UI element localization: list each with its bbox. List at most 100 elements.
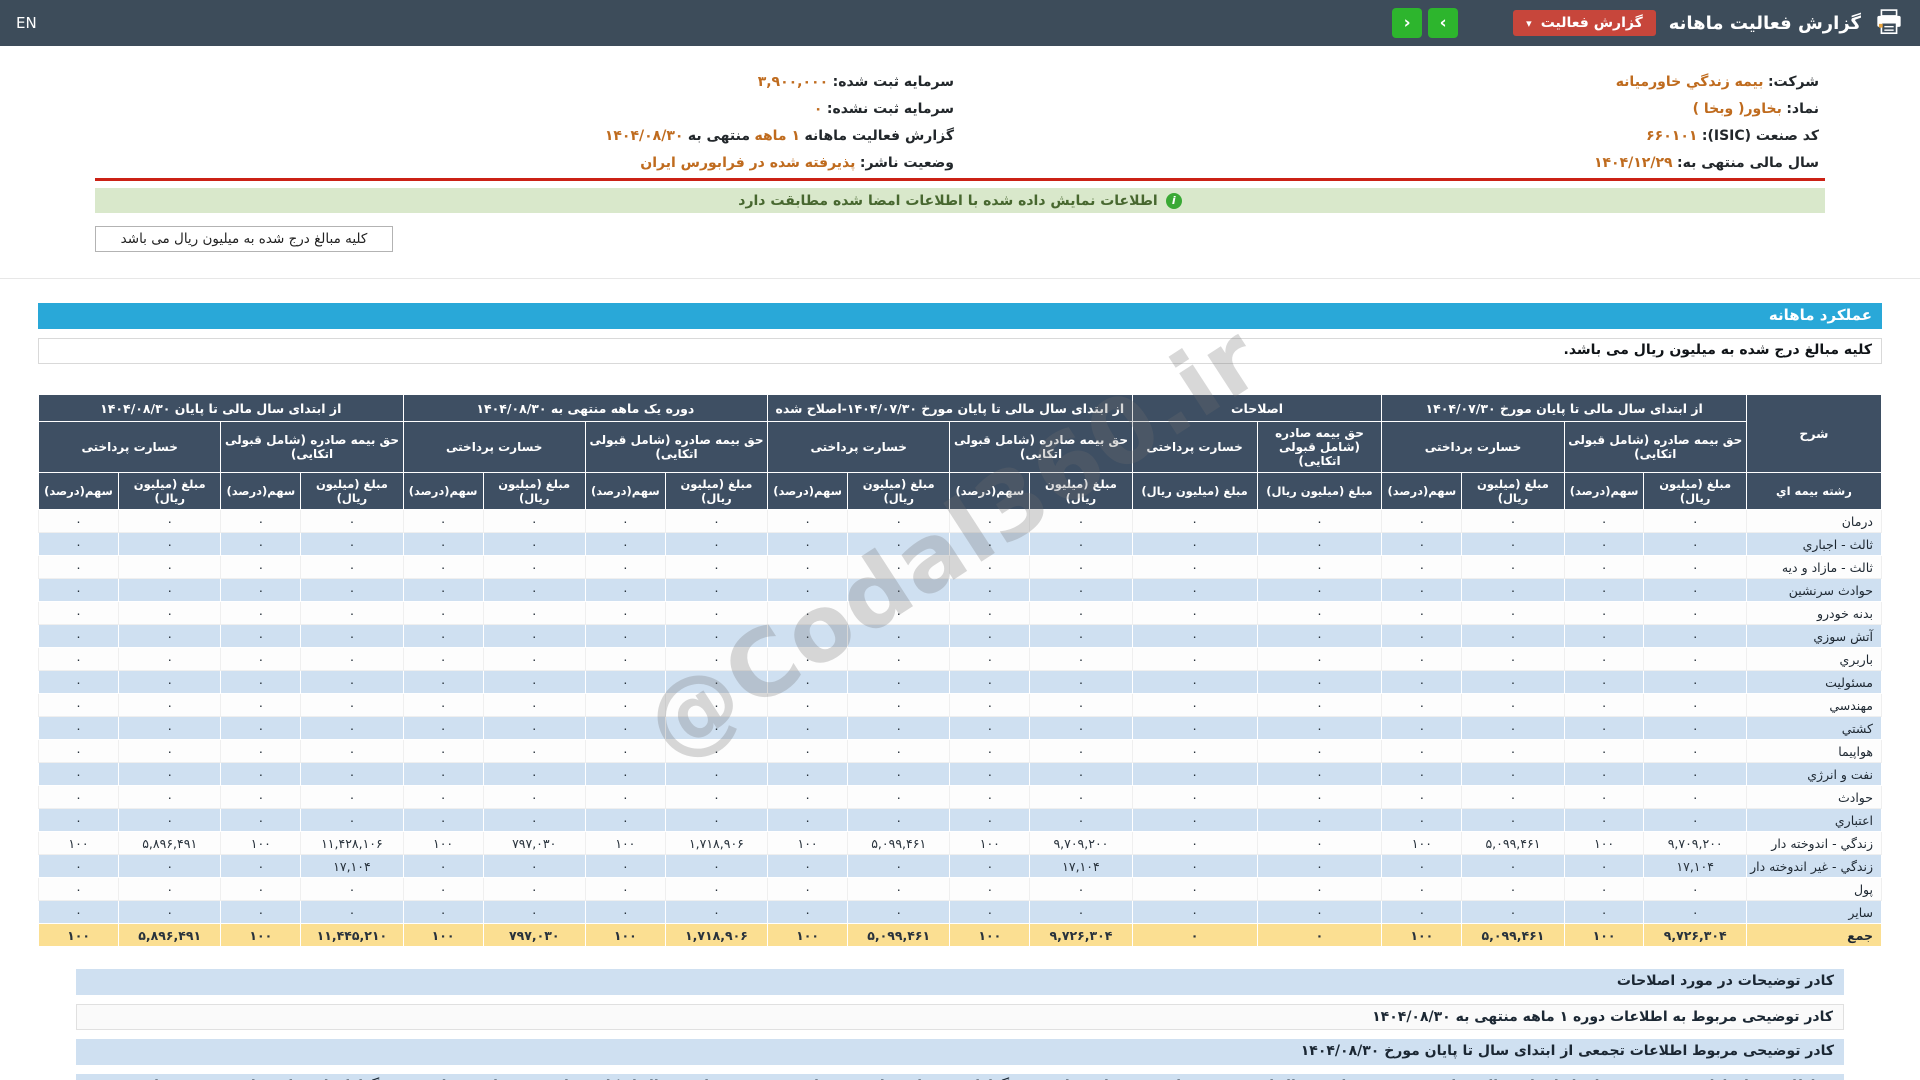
column-group-ytd-0730: از ابتدای سال مالی تا پایان مورخ ۱۴۰۴/۰۷… xyxy=(1381,394,1747,422)
field-value: ۶۶۰۱۰۱ xyxy=(1646,127,1698,144)
cell-value: ۰ xyxy=(1256,785,1383,809)
cell-value: ۰ xyxy=(118,762,222,786)
cell-value: ۰ xyxy=(1256,532,1383,556)
cell-value: ۰ xyxy=(847,624,951,648)
cell-value: ۰ xyxy=(220,670,302,694)
cell-value: ۰ xyxy=(118,578,222,602)
cell-value: ۰ xyxy=(584,647,666,671)
cell-value: ۰ xyxy=(37,785,120,809)
cell-value: ۱۰۰ xyxy=(220,923,302,947)
table-row: زندگي - اندوخته دار ۹,۷۰۹,۲۰۰ ۱۰۰ ۵,۰۹۹,۴۶۱… xyxy=(37,831,1883,855)
cell-value: ۰ xyxy=(949,762,1031,786)
column-subheader-claims: خسارت پرداختی xyxy=(1381,421,1565,473)
field-value: بخاور( وبخا ) xyxy=(1692,100,1782,117)
company-field: گزارش فعالیت ماهانه ۱ ماهه منتهی به ۱۴۰۴… xyxy=(95,122,960,149)
cell-value: ۰ xyxy=(37,739,120,763)
cell-value: ۰ xyxy=(220,854,302,878)
cell-value: ۰ xyxy=(847,555,951,579)
cell-value: ۰ xyxy=(664,601,769,625)
cell-value: ۰ xyxy=(847,900,951,924)
column-subheader-claims: خسارت پرداختی xyxy=(1131,421,1258,473)
cell-value: ۰ xyxy=(220,624,302,648)
cell-value: ۰ xyxy=(1643,624,1747,648)
cell-value: ۰ xyxy=(664,647,769,671)
amounts-unit-note-box: کلیه مبالغ درج شده به میلیون ریال می باش… xyxy=(95,226,393,252)
cell-value: ۰ xyxy=(1381,693,1463,717)
cell-value: ۰ xyxy=(1381,762,1463,786)
cell-value: ۰ xyxy=(1563,670,1645,694)
nav-forward-button[interactable]: › xyxy=(1428,8,1459,38)
cell-value: ۰ xyxy=(584,624,666,648)
cell-value: ۹,۷۲۶,۳۰۴ xyxy=(1643,923,1747,947)
cell-value: ۰ xyxy=(402,624,484,648)
cell-value: ۰ xyxy=(482,601,586,625)
cell-value: ۰ xyxy=(1381,785,1463,809)
row-label: درمان xyxy=(1745,509,1883,533)
cell-value: ۰ xyxy=(767,532,849,556)
nav-back-button[interactable]: ‹ xyxy=(1392,8,1423,38)
printer-icon xyxy=(1875,8,1903,38)
cell-value: ۰ xyxy=(37,532,120,556)
table-row: هواپیما ۰ ۰ ۰ ۰ ۰ ۰ ۰ ۰ ۰ ۰ ۰ ۰ ۰ ۰ ۰ ۰ ۰ ۰ xyxy=(37,739,1883,763)
cell-value: ۰ xyxy=(767,670,849,694)
cell-value: ۰ xyxy=(482,670,586,694)
field-value: پذيرفته شده در فرابورس ايران xyxy=(640,154,856,171)
cell-value: ۰ xyxy=(584,555,666,579)
cell-value: ۰ xyxy=(402,808,484,832)
cell-value: ۰ xyxy=(118,601,222,625)
print-button[interactable] xyxy=(1874,8,1904,38)
cell-value: ۰ xyxy=(37,716,120,740)
column-subheader-claims: خسارت پرداختی xyxy=(37,421,222,473)
cell-value: ۰ xyxy=(300,624,404,648)
cell-value: ۰ xyxy=(949,900,1031,924)
cell-value: ۱,۷۱۸,۹۰۶ xyxy=(664,923,769,947)
column-group-ytd-0730-adjusted: از ابتدای سال مالی تا پایان مورخ ۱۴۰۴/۰۷… xyxy=(767,394,1133,422)
cell-value: ۰ xyxy=(949,739,1031,763)
cell-value: ۰ xyxy=(402,762,484,786)
field-value: ۱۴۰۴/۱۲/۲۹ xyxy=(1593,154,1673,171)
cell-value: ۱۰۰ xyxy=(584,831,666,855)
column-leaf-share: سهم(درصد) xyxy=(1381,472,1463,510)
cell-value: ۰ xyxy=(402,739,484,763)
cell-value: ۰ xyxy=(482,693,586,717)
cell-value: ۰ xyxy=(220,900,302,924)
cell-value: ۰ xyxy=(1131,923,1258,947)
cell-value: ۰ xyxy=(1256,647,1383,671)
cell-value: ۰ xyxy=(220,601,302,625)
cell-value: ۰ xyxy=(1381,854,1463,878)
cell-value: ۰ xyxy=(118,785,222,809)
cell-value: ۰ xyxy=(220,647,302,671)
cell-value: ۰ xyxy=(1131,509,1258,533)
cell-value: ۰ xyxy=(1131,532,1258,556)
column-leaf-amount: مبلغ (میلیون ریال) xyxy=(1256,472,1383,510)
cell-value: ۰ xyxy=(1381,877,1463,901)
cell-value: ۰ xyxy=(949,716,1031,740)
cell-value: ۰ xyxy=(300,578,404,602)
cell-value: ۱۰۰ xyxy=(1381,923,1463,947)
cell-value: ۰ xyxy=(847,509,951,533)
cell-value: ۰ xyxy=(1131,601,1258,625)
cell-value: ۰ xyxy=(220,555,302,579)
cell-value: ۰ xyxy=(118,808,222,832)
cell-value: ۰ xyxy=(1461,509,1565,533)
column-leaf-share: سهم(درصد) xyxy=(1563,472,1645,510)
cell-value: ۱۰۰ xyxy=(949,923,1031,947)
table-row: حوادث سرنشین ۰ ۰ ۰ ۰ ۰ ۰ ۰ ۰ ۰ ۰ ۰ ۰ ۰ ۰ ۰ ۰ ۰ ۰ xyxy=(37,578,1883,602)
cell-value: ۰ xyxy=(1131,831,1258,855)
cell-value: ۵,۰۹۹,۴۶۱ xyxy=(847,831,951,855)
cell-value: ۰ xyxy=(1461,785,1565,809)
cell-value: ۰ xyxy=(1131,854,1258,878)
cell-value: ۰ xyxy=(300,739,404,763)
field-label: سرمایه ثبت شده: xyxy=(832,73,954,90)
cell-value: ۰ xyxy=(847,716,951,740)
field-label: وضعیت ناشر: xyxy=(859,154,954,171)
cell-value: ۰ xyxy=(482,808,586,832)
cell-value: ۰ xyxy=(1029,785,1133,809)
cell-value: ۰ xyxy=(1563,555,1645,579)
language-toggle[interactable]: EN xyxy=(16,14,37,32)
amounts-note-row: کلیه مبالغ درج شده به میلیون ریال می باش… xyxy=(95,226,1825,252)
report-type-dropdown[interactable]: گزارش فعالیت ▾ xyxy=(1513,10,1656,36)
cell-value: ۰ xyxy=(1643,900,1747,924)
info-row: شرکت: بیمه زندگي خاورميانه سرمایه ثبت شد… xyxy=(95,68,1825,95)
column-leaf-share: سهم(درصد) xyxy=(37,472,120,510)
